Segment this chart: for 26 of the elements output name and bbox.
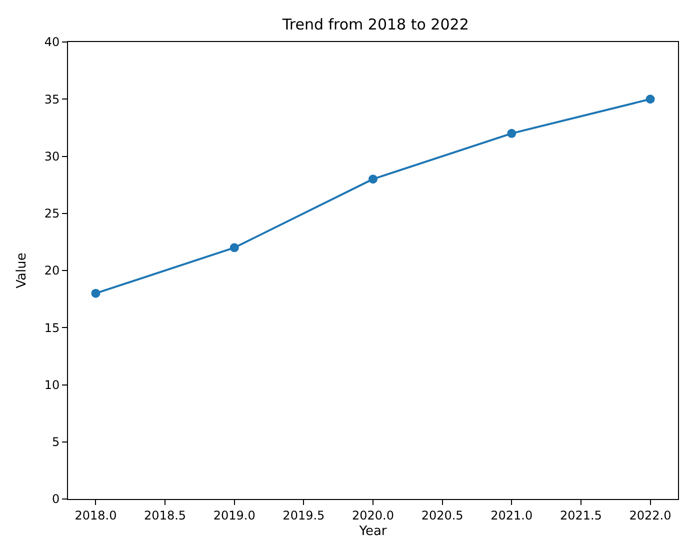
y-tick-label: 5 <box>52 435 60 450</box>
x-tick-label: 2018.5 <box>144 508 186 522</box>
y-tick-label: 0 <box>52 492 60 506</box>
x-tick-label: 2020.5 <box>421 508 464 522</box>
x-tick-label: 2018.0 <box>74 508 117 522</box>
x-tick-label: 2019.0 <box>213 508 256 522</box>
y-tick-label: 30 <box>44 149 60 164</box>
x-tick-label: 2019.5 <box>282 508 325 522</box>
point <box>368 174 378 184</box>
y-tick-label: 10 <box>44 378 60 392</box>
point <box>230 243 239 252</box>
x-axis-title: Year <box>358 524 388 539</box>
y-tick-label: 40 <box>44 35 60 50</box>
x-tick-label: 2022.0 <box>629 508 672 522</box>
y-tick-label: 35 <box>44 92 60 106</box>
x-tick-label: 2021.5 <box>560 508 602 522</box>
x-tick-label: 2020.0 <box>352 508 394 522</box>
y-tick-label: 25 <box>44 206 60 221</box>
point <box>91 288 100 298</box>
point <box>507 128 516 138</box>
y-axis-title: Value <box>14 252 30 288</box>
point <box>646 94 655 104</box>
chart-title: Trend from 2018 to 2022 <box>281 16 469 34</box>
x-tick-label: 2021.0 <box>490 508 533 522</box>
y-tick-label: 15 <box>44 320 60 335</box>
y-tick-label: 20 <box>44 264 60 278</box>
